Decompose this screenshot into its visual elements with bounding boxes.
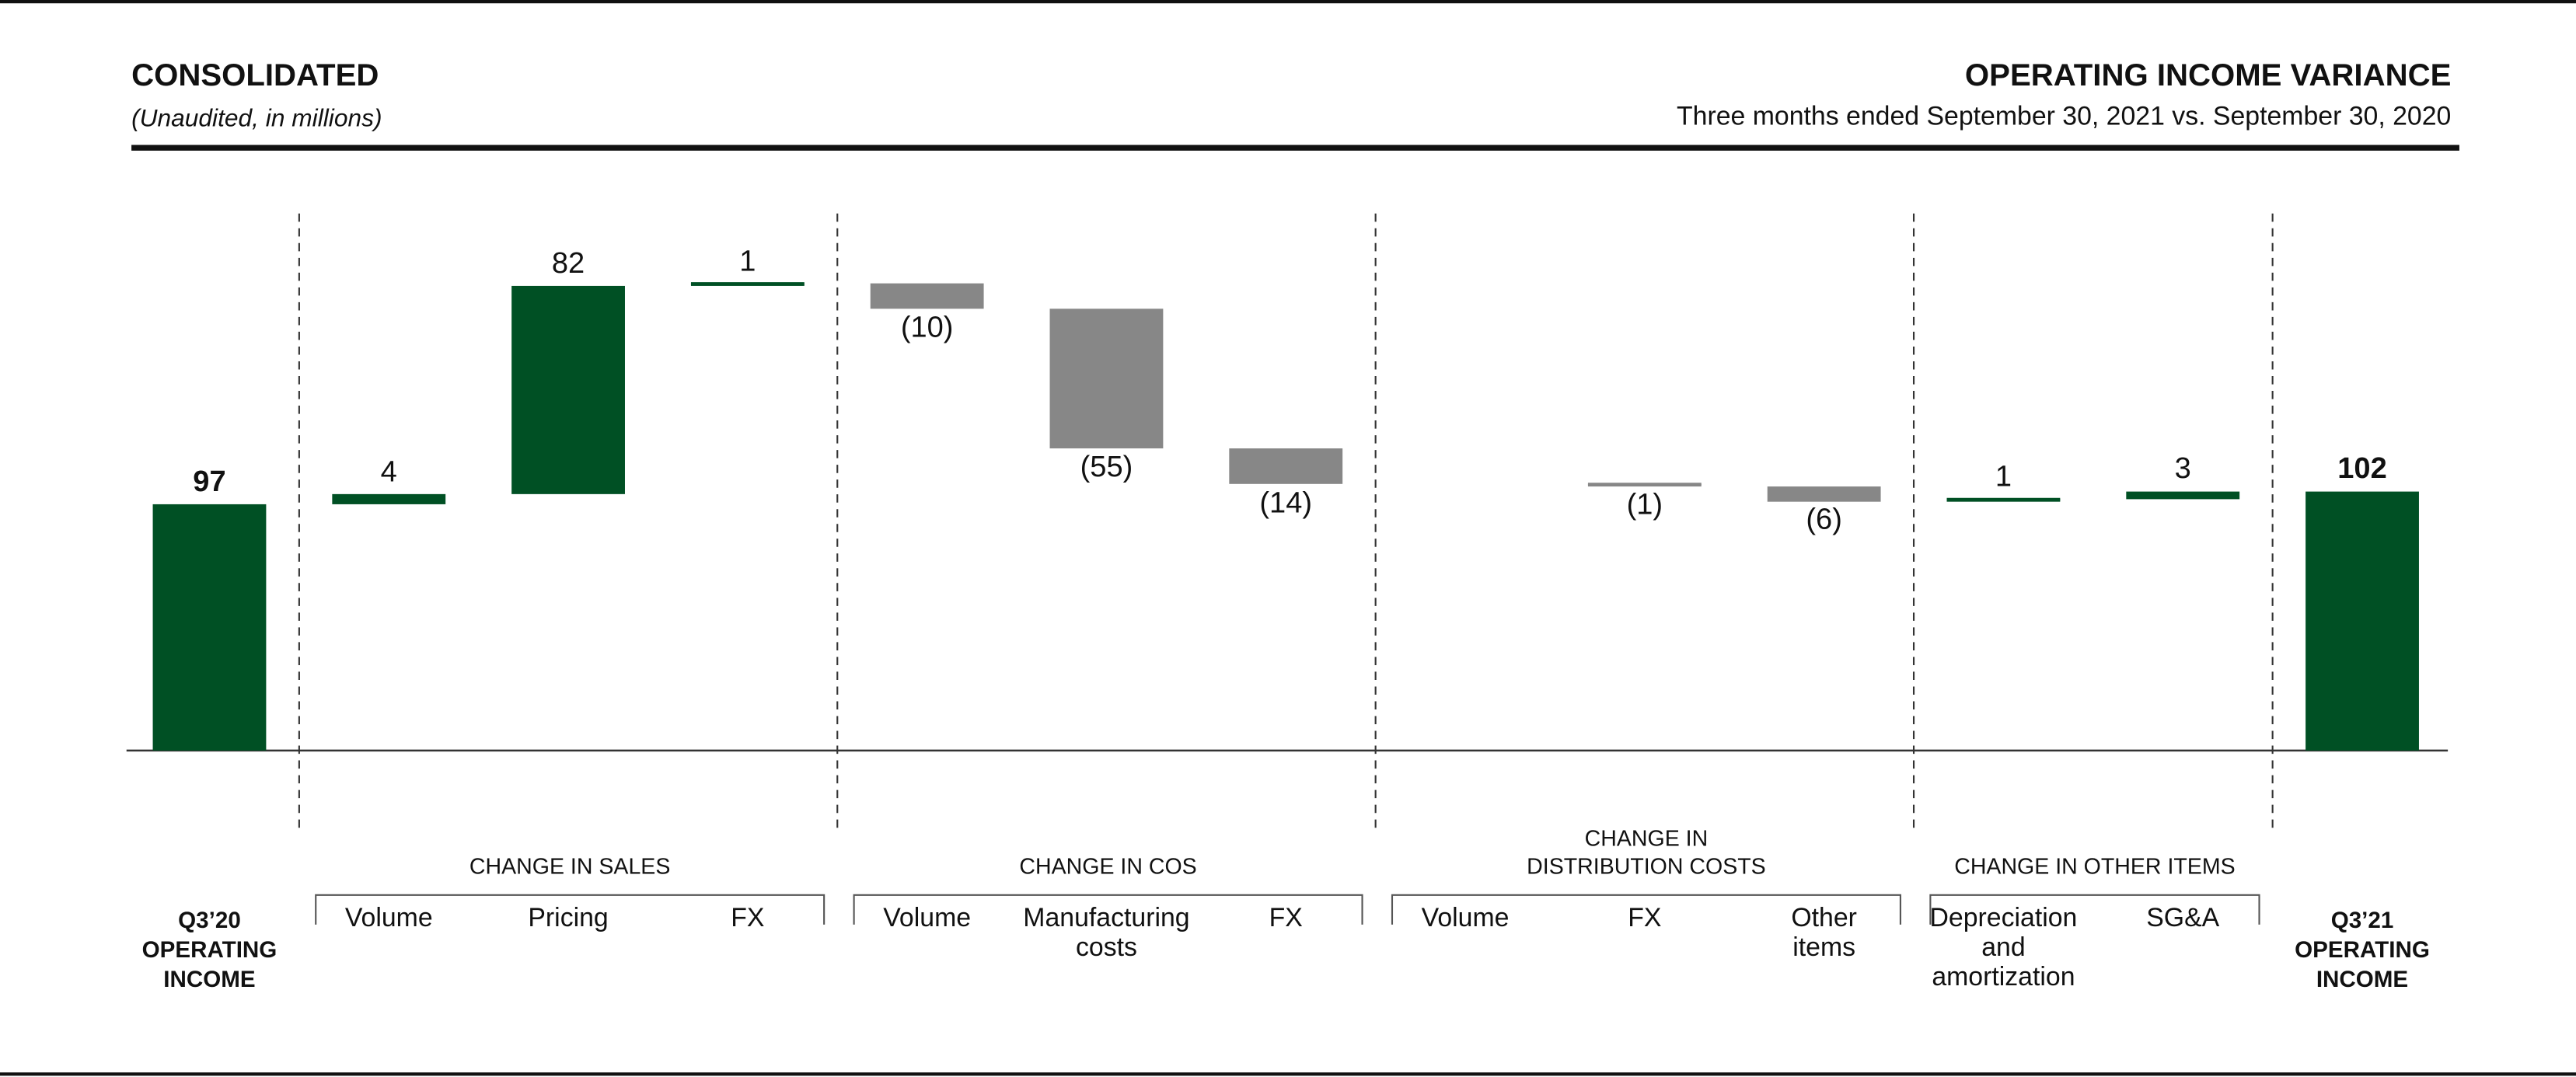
category-label: Q3’20 OPERATING INCOME bbox=[141, 906, 277, 992]
group-bracket bbox=[1391, 894, 1901, 925]
group-label: CHANGE IN OTHER ITEMS bbox=[1954, 854, 2236, 879]
category-label: Depreciation and amortization bbox=[1929, 904, 2078, 992]
chart-title: OPERATING INCOME VARIANCE bbox=[1964, 59, 2452, 94]
value-label: 102 bbox=[2337, 451, 2387, 486]
group-label: CHANGE IN DISTRIBUTION COSTS bbox=[1527, 826, 1766, 879]
category-label: Volume bbox=[344, 904, 433, 933]
bar bbox=[1049, 308, 1164, 449]
bar bbox=[152, 504, 267, 751]
bar bbox=[1946, 499, 2061, 502]
value-label: (14) bbox=[1259, 485, 1313, 519]
group-bracket bbox=[1929, 894, 2260, 925]
group-label: CHANGE IN SALES bbox=[469, 854, 671, 879]
value-label: 3 bbox=[2174, 451, 2191, 486]
category-label: Volume bbox=[1421, 904, 1510, 933]
bar bbox=[870, 283, 984, 309]
category-label: Other items bbox=[1791, 904, 1857, 963]
bar bbox=[690, 283, 805, 286]
bar bbox=[332, 493, 446, 504]
chart-subtitle: Three months ended September 30, 2021 vs… bbox=[1677, 103, 2452, 132]
value-label: (1) bbox=[1626, 488, 1663, 521]
category-label: FX bbox=[1628, 904, 1662, 933]
bar bbox=[2126, 491, 2240, 500]
group-bracket bbox=[853, 894, 1363, 925]
category-label: Manufacturing costs bbox=[1023, 904, 1190, 963]
category-label: Q3’21 OPERATING INCOME bbox=[2295, 906, 2430, 992]
category-label: FX bbox=[1269, 904, 1303, 933]
value-label: 97 bbox=[193, 465, 226, 498]
value-label: 1 bbox=[739, 243, 756, 277]
group-label: CHANGE IN COS bbox=[1019, 854, 1197, 879]
value-label: (6) bbox=[1806, 503, 1842, 537]
value-label: 1 bbox=[1995, 459, 2012, 493]
category-label: Volume bbox=[883, 904, 972, 933]
bar bbox=[1767, 486, 1881, 502]
category-label: Pricing bbox=[528, 904, 609, 933]
bar bbox=[1229, 448, 1343, 484]
value-label: 4 bbox=[380, 455, 397, 488]
category-label: FX bbox=[731, 904, 765, 933]
value-label: 82 bbox=[551, 246, 585, 280]
value-label: (55) bbox=[1080, 450, 1133, 483]
value-label: (10) bbox=[900, 310, 954, 343]
note: (Unaudited, in millions) bbox=[131, 105, 382, 134]
group-bracket bbox=[315, 894, 826, 925]
bar bbox=[2305, 491, 2419, 751]
bar bbox=[511, 285, 625, 494]
category-label: SG&A bbox=[2146, 904, 2220, 933]
bar bbox=[1587, 483, 1702, 487]
heading: CONSOLIDATED bbox=[131, 59, 379, 94]
